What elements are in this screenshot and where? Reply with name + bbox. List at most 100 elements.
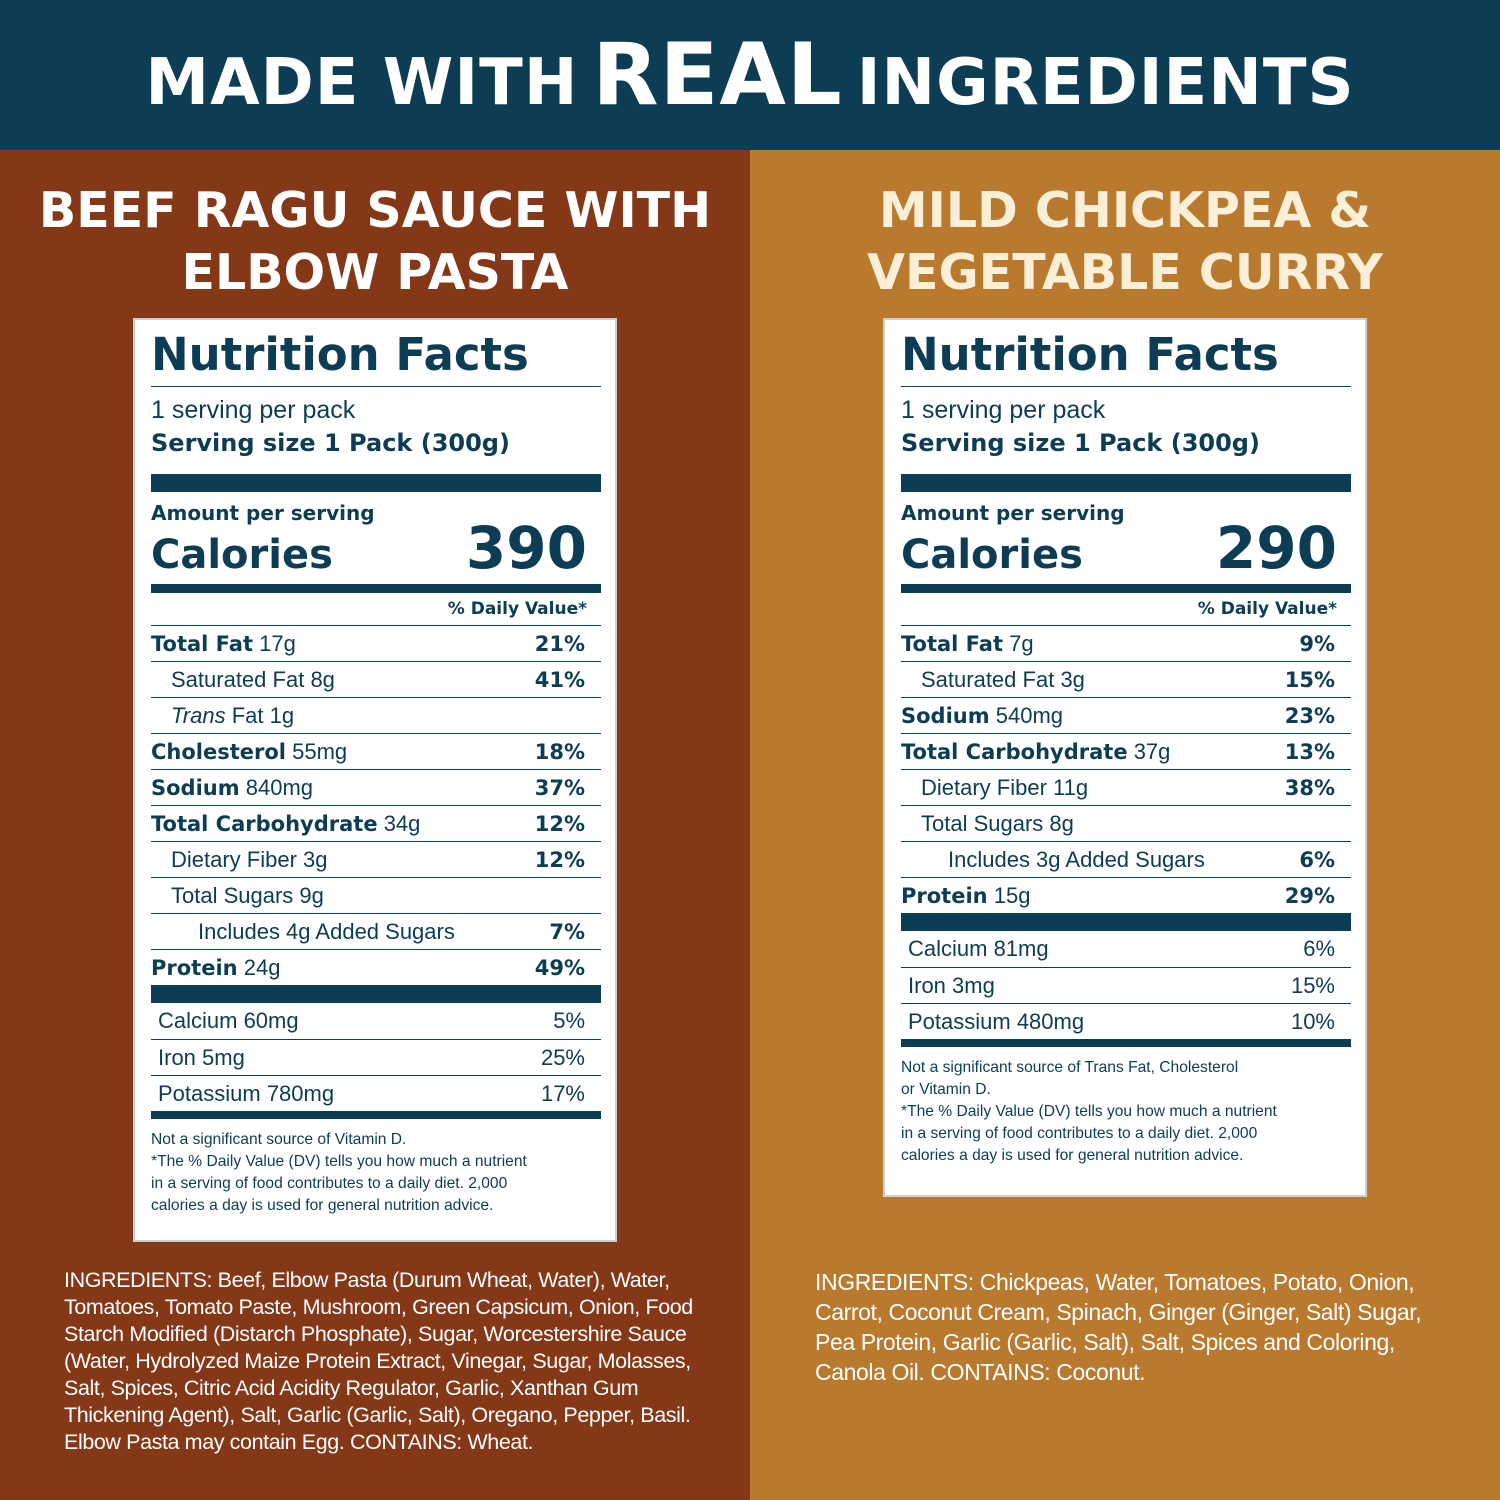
mineral-dv: 10%: [1290, 1008, 1335, 1034]
ingredients-line: Starch Modified (Distarch Phosphate), Su…: [64, 1322, 687, 1346]
product-title-line: BEEF RAGU SAUCE WITH: [38, 182, 712, 239]
nutrient-amount: 15g: [993, 882, 1031, 908]
servings-per-pack: 1 serving per pack: [901, 396, 1106, 424]
nutrient-dv: 6%: [1299, 847, 1335, 872]
nutrient-amount: 3g: [303, 846, 328, 872]
ingredients-line: (Water, Hydrolyzed Maize Protein Extract…: [64, 1349, 691, 1373]
nutrient-dv: 13%: [1284, 739, 1335, 764]
amount-per-serving: Amount per serving: [151, 501, 375, 525]
serving-size: Serving size 1 Pack (300g): [901, 429, 1260, 457]
serving-size: Serving size 1 Pack (300g): [151, 429, 510, 457]
nutrient-name: Sodium: [151, 775, 240, 800]
mineral-dv: 15%: [1290, 972, 1335, 998]
ingredients-line: INGREDIENTS: Beef, Elbow Pasta (Durum Wh…: [64, 1268, 670, 1292]
nutrient-row-protein: Protein 15g 29%: [901, 877, 1351, 913]
nutrient-dv: 12%: [534, 811, 585, 836]
product-panel-beef-ragu: BEEF RAGU SAUCE WITH ELBOW PASTA Nutriti…: [0, 150, 750, 1500]
mineral-dv: 6%: [1303, 936, 1335, 961]
nutrient-row-sodium: Sodium 540mg 23%: [901, 697, 1351, 733]
nutrient-row-total-carbohydrate: Total Carbohydrate 37g 13%: [901, 733, 1351, 769]
ingredients-line: Carrot, Coconut Cream, Spinach, Ginger (…: [815, 1299, 1422, 1325]
ingredients-text: INGREDIENTS: Beef, Elbow Pasta (Durum Wh…: [64, 1267, 704, 1456]
divider-medium: [901, 584, 1351, 593]
nutrient-dv: 9%: [1299, 631, 1335, 656]
nutrient-name: Includes 4g Added Sugars: [198, 918, 455, 944]
nutrient-dv: 37%: [534, 775, 585, 800]
nutrient-row-total-sugars: Total Sugars 8g: [901, 805, 1351, 841]
banner-post: INGREDIENTS: [856, 46, 1355, 120]
calories-value: 390: [465, 514, 587, 582]
banner-pre: MADE WITH: [145, 46, 579, 120]
nutrient-row-total-fat: Total Fat 17g 21%: [151, 625, 601, 661]
divider-thick: [901, 913, 1351, 931]
mineral-name: Calcium 60mg: [158, 1008, 299, 1033]
mineral-name: Iron 3mg: [908, 972, 995, 998]
nutrient-amount: 17g: [259, 630, 296, 656]
mineral-row-potassium: Potassium 480mg 10%: [901, 1003, 1351, 1039]
label-footnote: Not a significant source of Trans Fat, C…: [901, 1057, 1351, 1167]
nutrient-row-added-sugars: Includes 3g Added Sugars 6%: [901, 841, 1351, 877]
nutrient-row-protein: Protein 24g 49%: [151, 949, 601, 985]
divider-thick: [901, 474, 1351, 492]
ingredients-line: INGREDIENTS: Chickpeas, Water, Tomatoes,…: [815, 1269, 1415, 1295]
divider-medium: [151, 584, 601, 593]
calories-label: Calories: [901, 532, 1083, 578]
nutrient-amount: 840mg: [245, 774, 314, 800]
ingredients-line: Elbow Pasta may contain Egg. CONTAINS: W…: [64, 1430, 534, 1454]
divider-thick: [151, 474, 601, 492]
ingredients-line: Pea Protein, Garlic (Garlic, Salt), Salt…: [815, 1329, 1395, 1355]
nutrient-dv: 23%: [1284, 703, 1335, 728]
nutrient-row-saturated-fat: Saturated Fat 3g 15%: [901, 661, 1351, 697]
banner-title: MADE WITH REAL INGREDIENTS: [145, 25, 1354, 125]
nutrient-amount: 37g: [1133, 738, 1171, 764]
header-banner: MADE WITH REAL INGREDIENTS: [0, 0, 1500, 150]
divider-medium: [151, 1111, 601, 1119]
footnote-line: in a serving of food contributes to a da…: [901, 1125, 1258, 1142]
nutrient-name: Dietary Fiber: [171, 846, 297, 872]
product-title: MILD CHICKPEA & VEGETABLE CURRY: [750, 180, 1500, 304]
footnote-line: calories a day is used for general nutri…: [901, 1147, 1244, 1164]
calories-row: Calories 390: [151, 519, 601, 577]
mineral-row-iron: Iron 3mg 15%: [901, 967, 1351, 1003]
nutrient-row-total-sugars: Total Sugars 9g: [151, 877, 601, 913]
product-title-line: MILD CHICKPEA &: [878, 182, 1372, 239]
nutrition-facts-label: Nutrition Facts 1 serving per pack Servi…: [133, 318, 617, 1242]
nutrient-row-saturated-fat: Saturated Fat 8g 41%: [151, 661, 601, 697]
nutrition-facts-title: Nutrition Facts: [901, 330, 1351, 387]
divider-medium: [901, 1039, 1351, 1047]
nutrient-dv: 38%: [1284, 775, 1335, 800]
footnote-line: calories a day is used for general nutri…: [151, 1197, 494, 1214]
mineral-name: Potassium 780mg: [158, 1080, 335, 1106]
mineral-dv: 17%: [540, 1080, 585, 1106]
footnote-line: or Vitamin D.: [901, 1081, 991, 1098]
footnote-line: *The % Daily Value (DV) tells you how mu…: [151, 1153, 527, 1170]
mineral-name: Iron 5mg: [158, 1044, 245, 1070]
product-title: BEEF RAGU SAUCE WITH ELBOW PASTA: [0, 180, 750, 304]
nutrient-dv: 49%: [534, 955, 585, 980]
nutrient-name: Protein: [151, 955, 238, 980]
mineral-row-calcium: Calcium 60mg 5%: [151, 1003, 601, 1039]
divider-thick: [151, 985, 601, 1003]
nutrient-amount: 34g: [383, 810, 421, 836]
nutrient-dv: 18%: [534, 739, 585, 764]
nutrient-dv: 7%: [549, 919, 585, 944]
nutrition-facts-label: Nutrition Facts 1 serving per pack Servi…: [883, 318, 1367, 1197]
mineral-dv: 25%: [540, 1044, 585, 1070]
footnote-line: Not a significant source of Trans Fat, C…: [901, 1059, 1239, 1076]
nutrient-amount: 540mg: [995, 702, 1064, 728]
product-panel-chickpea-curry: MILD CHICKPEA & VEGETABLE CURRY Nutritio…: [750, 150, 1500, 1500]
daily-value-header: % Daily Value*: [447, 599, 587, 619]
nutrient-dv: 12%: [534, 847, 585, 872]
nutrient-row-trans-fat: Trans Fat 1g: [151, 697, 601, 733]
amount-per-serving: Amount per serving: [901, 501, 1125, 525]
daily-value-header: % Daily Value*: [1197, 599, 1337, 619]
nutrient-dv: 41%: [534, 667, 585, 692]
ingredients-line: Tomatoes, Tomato Paste, Mushroom, Green …: [64, 1295, 693, 1319]
nutrient-name: Cholesterol: [151, 739, 286, 764]
nutrient-amount: 7g: [1009, 630, 1034, 656]
ingredients-line: Thickening Agent), Salt, Garlic (Garlic,…: [64, 1403, 691, 1427]
nutrient-name: Saturated Fat: [171, 666, 305, 692]
nutrient-row-cholesterol: Cholesterol 55mg 18%: [151, 733, 601, 769]
nutrient-name: Includes 3g Added Sugars: [948, 846, 1205, 872]
calories-row: Calories 290: [901, 519, 1351, 578]
